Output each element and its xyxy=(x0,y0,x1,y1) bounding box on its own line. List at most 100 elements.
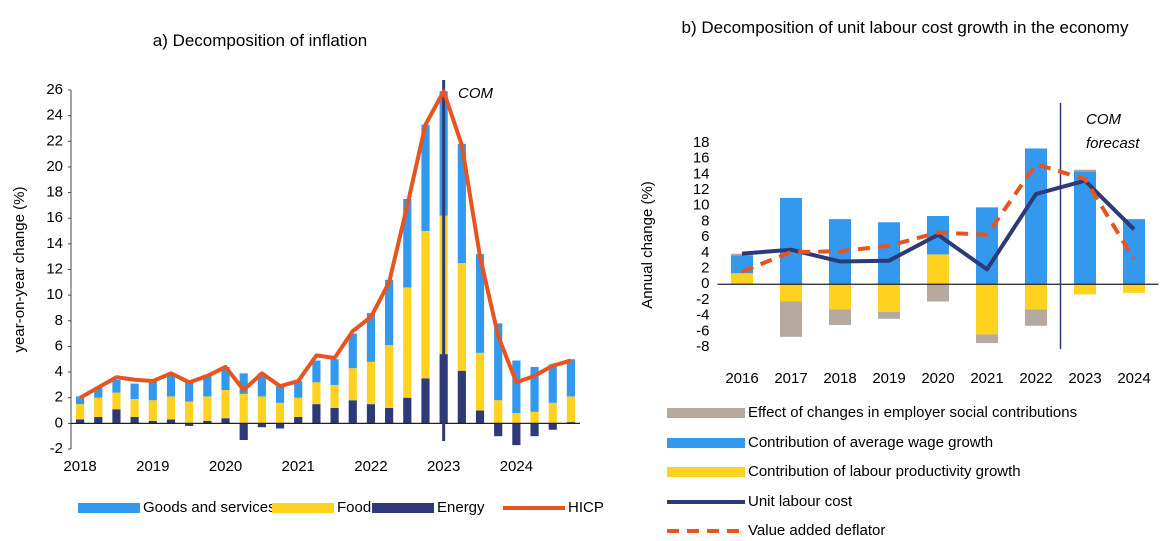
legend-swatch xyxy=(667,467,745,477)
legend-label: Food xyxy=(337,499,371,516)
x-tick-label: 2023 xyxy=(1068,370,1101,387)
y-axis-label: Annual change (%) xyxy=(639,181,656,309)
y-tick-label: 6 xyxy=(701,228,709,245)
bar xyxy=(203,374,212,397)
bar xyxy=(366,361,376,405)
bar xyxy=(877,311,901,319)
bar xyxy=(1122,219,1146,285)
y-tick-label: 18 xyxy=(46,184,63,201)
bar xyxy=(312,404,321,424)
bar xyxy=(512,360,521,414)
x-tick-label: 2021 xyxy=(970,370,1003,387)
bar xyxy=(1073,171,1097,285)
bar xyxy=(330,407,339,424)
legend-label: Energy xyxy=(437,499,485,516)
bar xyxy=(1073,169,1097,172)
bar xyxy=(828,284,852,310)
bar xyxy=(494,400,503,424)
y-tick-label: 14 xyxy=(693,165,710,182)
bar xyxy=(403,198,412,288)
bar xyxy=(566,359,576,397)
bar xyxy=(275,402,285,424)
bar xyxy=(166,396,176,420)
chart-title: a) Decomposition of inflation xyxy=(152,31,368,50)
bar xyxy=(221,390,230,419)
bar xyxy=(366,404,376,424)
bar xyxy=(730,273,754,285)
bar xyxy=(566,422,576,424)
bar xyxy=(926,254,950,285)
y-tick-label: 12 xyxy=(693,181,710,198)
legend-label: Contribution of labour productivity grow… xyxy=(748,463,1021,480)
bar xyxy=(548,423,557,430)
x-tick-label: 2017 xyxy=(774,370,807,387)
y-tick-label: 0 xyxy=(701,275,709,292)
y-tick-label: 2 xyxy=(701,260,709,277)
bar xyxy=(312,382,321,405)
annotation: COM xyxy=(458,85,493,102)
bar xyxy=(166,419,176,424)
bar xyxy=(348,333,357,369)
x-tick-label: 2019 xyxy=(872,370,905,387)
bar xyxy=(239,393,248,424)
legend-label: Value added deflator xyxy=(748,522,885,539)
bar xyxy=(203,420,212,424)
legend-swatch xyxy=(372,503,434,513)
bar xyxy=(330,384,339,408)
y-tick-label: 10 xyxy=(46,286,63,303)
y-tick-label: 2 xyxy=(55,389,63,406)
bar xyxy=(239,423,248,441)
y-tick-label: 14 xyxy=(46,235,63,252)
y-tick-label: -2 xyxy=(50,440,63,457)
bar xyxy=(75,404,85,420)
bar xyxy=(112,392,121,410)
y-tick-label: 16 xyxy=(46,209,63,226)
bar xyxy=(421,124,430,232)
y-tick-label: -4 xyxy=(696,307,709,324)
bar xyxy=(1024,309,1048,326)
bar xyxy=(130,416,139,424)
bar xyxy=(294,381,303,398)
line xyxy=(741,162,1136,274)
bar xyxy=(403,397,412,424)
bar xyxy=(312,360,321,383)
y-tick-label: 0 xyxy=(55,414,63,431)
y-tick-label: 16 xyxy=(693,150,710,167)
bar xyxy=(385,407,394,424)
bar xyxy=(257,373,266,397)
x-tick-label: 2020 xyxy=(209,458,242,475)
x-tick-label: 2024 xyxy=(500,458,533,475)
legend-swatch xyxy=(667,408,745,418)
y-tick-label: 20 xyxy=(46,158,63,175)
bar xyxy=(148,379,157,401)
bar xyxy=(257,396,266,424)
bar xyxy=(275,423,285,429)
bar xyxy=(512,413,521,424)
bar xyxy=(185,401,194,424)
bar xyxy=(330,359,339,385)
bar xyxy=(130,383,139,399)
bar xyxy=(385,345,394,408)
bar xyxy=(828,309,852,326)
bar xyxy=(385,279,394,346)
bar xyxy=(75,419,85,424)
bar xyxy=(475,352,485,411)
y-tick-label: -6 xyxy=(696,322,709,339)
bar xyxy=(975,284,999,335)
bar xyxy=(294,416,303,424)
y-tick-label: 4 xyxy=(55,363,63,380)
bar xyxy=(926,284,950,302)
y-tick-label: 6 xyxy=(55,337,63,354)
bar xyxy=(166,374,176,397)
bar xyxy=(475,410,485,424)
bar xyxy=(1073,284,1097,295)
bar xyxy=(566,396,576,423)
bar xyxy=(421,231,430,379)
bar xyxy=(403,287,412,398)
y-tick-label: 24 xyxy=(46,107,63,124)
bar xyxy=(457,143,466,264)
bar xyxy=(877,222,901,285)
x-tick-label: 2020 xyxy=(921,370,954,387)
annotation: COM forecast xyxy=(1086,111,1140,152)
